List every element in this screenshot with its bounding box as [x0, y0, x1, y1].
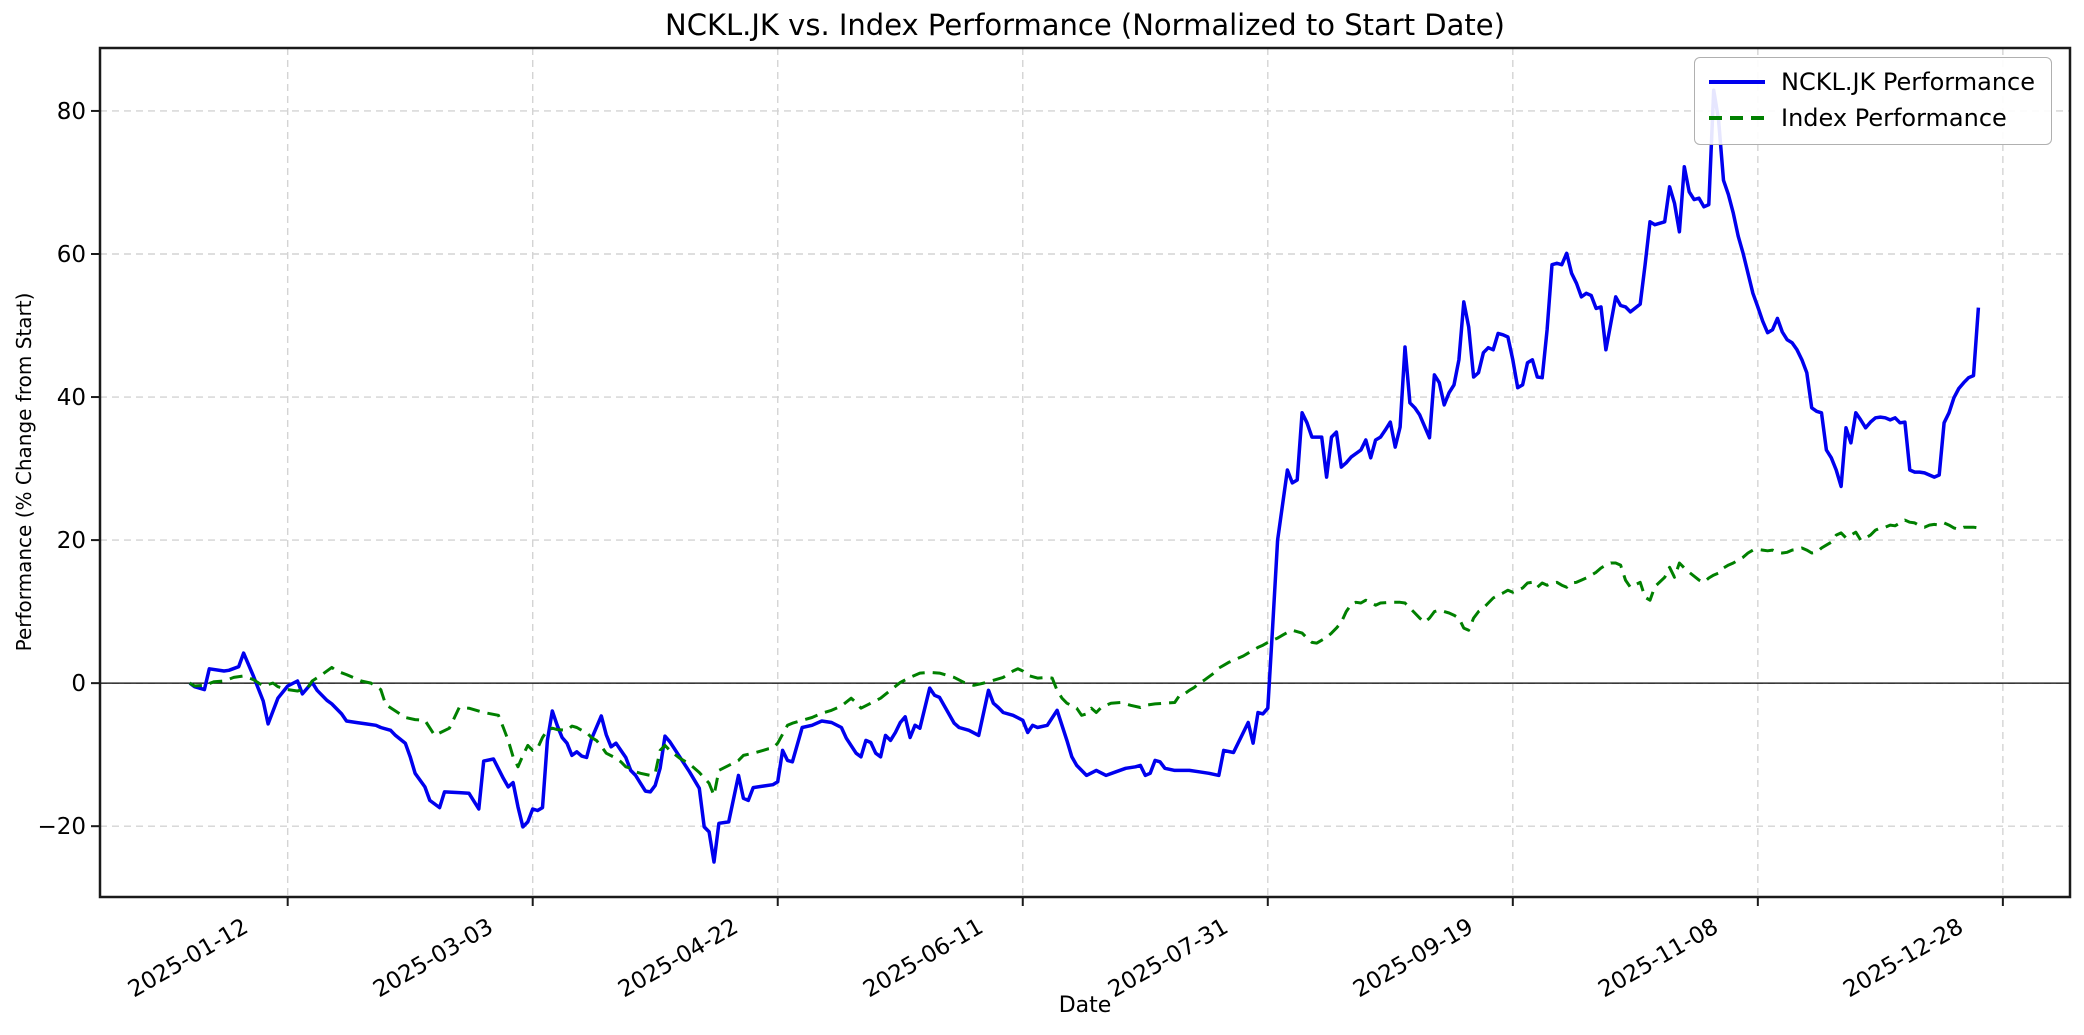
y-tick-label: 40	[57, 385, 86, 411]
x-tick-label: 2025-04-22	[614, 914, 743, 1003]
y-tick-label: 80	[57, 99, 86, 125]
x-tick-label: 2025-07-31	[1104, 914, 1233, 1003]
chart-title: NCKL.JK vs. Index Performance (Normalize…	[665, 8, 1505, 42]
y-tick-label: 0	[71, 671, 86, 697]
x-tick-label: 2025-03-03	[369, 914, 498, 1003]
x-tick-label: 2025-12-28	[1839, 914, 1968, 1003]
index-performance-line	[188, 518, 1979, 797]
legend-label-nckl: NCKL.JK Performance	[1781, 68, 2035, 96]
x-tick-label: 2025-06-11	[859, 914, 988, 1003]
y-tick-label: −20	[37, 814, 86, 840]
x-tick-label: 2025-11-08	[1594, 914, 1723, 1003]
legend-label-index: Index Performance	[1781, 104, 2007, 132]
index-line-sample-icon	[1709, 116, 1766, 120]
y-axis-title: Performance (% Change from Start)	[12, 292, 36, 652]
legend: NCKL.JK Performance Index Performance	[1694, 57, 2052, 145]
legend-item-nckl: NCKL.JK Performance	[1709, 68, 2035, 96]
nckl-performance-line	[188, 88, 1981, 864]
plot-border	[98, 46, 2072, 899]
y-tick-label: 60	[57, 242, 86, 268]
y-tick-label: 20	[57, 528, 86, 554]
legend-item-index: Index Performance	[1709, 104, 2035, 132]
x-tick-label: 2025-01-12	[124, 914, 253, 1003]
x-axis-title: Date	[1058, 993, 1112, 1018]
nckl-line-sample-icon	[1709, 80, 1766, 84]
x-tick-label: 2025-09-19	[1349, 914, 1478, 1003]
